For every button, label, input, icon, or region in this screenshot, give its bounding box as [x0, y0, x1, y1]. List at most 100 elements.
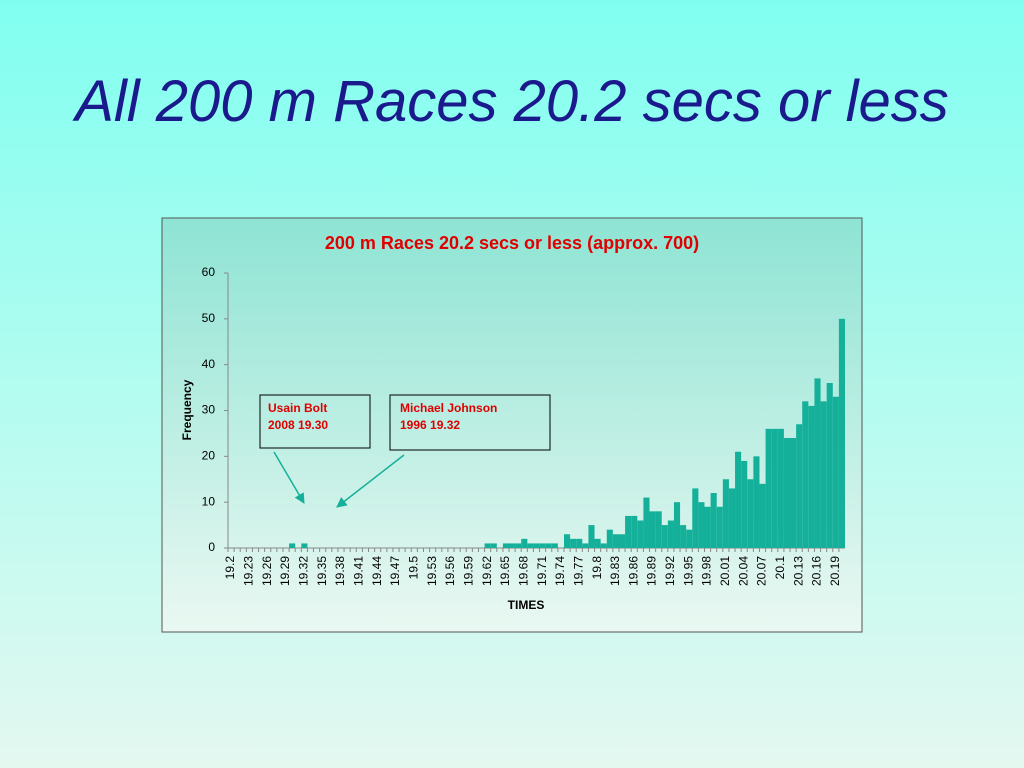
arrow	[273, 451, 305, 504]
bar	[594, 538, 601, 548]
bar	[655, 511, 662, 548]
x-tick-label: 19.38	[333, 556, 347, 586]
annotation: 2008 19.30	[268, 418, 328, 432]
chart-title: 200 m Races 20.2 secs or less (approx. 7…	[325, 233, 699, 253]
x-tick-label: 19.53	[425, 556, 439, 586]
bar	[741, 460, 748, 548]
x-tick-label: 19.86	[626, 556, 640, 586]
bar	[686, 529, 693, 548]
bar	[563, 534, 571, 548]
x-tick-label: 19.35	[315, 556, 329, 586]
bar	[826, 383, 833, 548]
bar	[759, 483, 766, 548]
bar	[515, 543, 522, 548]
arrow	[336, 454, 405, 508]
x-tick-label: 19.95	[681, 556, 695, 586]
annotation: Michael Johnson	[400, 401, 497, 415]
bar	[667, 520, 674, 548]
bar	[509, 543, 516, 548]
bar	[661, 525, 668, 548]
x-tick-label: 19.2	[223, 556, 237, 580]
x-tick-label: 19.92	[663, 556, 677, 586]
x-tick-label: 20.01	[718, 556, 732, 586]
x-tick-label: 19.74	[553, 556, 567, 586]
bar	[728, 488, 736, 548]
x-tick-label: 20.04	[736, 556, 750, 586]
x-tick-label: 19.8	[590, 556, 604, 580]
annotation: Usain Bolt	[268, 401, 327, 415]
bar	[820, 401, 827, 548]
bar	[527, 543, 534, 548]
bar	[692, 488, 699, 548]
x-tick-label: 19.62	[480, 556, 494, 586]
bar	[735, 451, 742, 548]
x-tick-label: 20.19	[828, 556, 842, 586]
bar	[289, 543, 296, 548]
bar	[814, 378, 821, 548]
bar	[521, 538, 528, 548]
y-tick-label: 50	[202, 311, 216, 325]
x-tick-label: 19.59	[461, 556, 475, 586]
bar	[490, 543, 497, 548]
chart-frame	[161, 217, 863, 633]
bar	[783, 438, 791, 548]
bar	[649, 511, 656, 548]
annotation-box	[259, 394, 371, 449]
x-tick-label: 20.07	[755, 556, 769, 586]
bar	[838, 318, 845, 548]
bar	[747, 479, 754, 548]
x-tick-label: 20.13	[791, 556, 805, 586]
y-tick-label: 30	[202, 403, 216, 417]
y-tick-label: 40	[202, 357, 216, 371]
x-tick-label: 19.89	[645, 556, 659, 586]
x-tick-label: 20.16	[810, 556, 824, 586]
y-tick-label: 60	[202, 265, 216, 279]
x-tick-label: 19.65	[498, 556, 512, 586]
bar	[716, 506, 723, 548]
x-tick-label: 19.71	[535, 556, 549, 586]
bar	[625, 515, 632, 548]
bar	[576, 538, 583, 548]
bar	[808, 405, 815, 548]
slide-title: All 200 m Races 20.2 secs or less	[75, 69, 949, 134]
bar	[722, 479, 729, 548]
y-tick-label: 20	[202, 449, 216, 463]
annotation-box	[389, 394, 551, 451]
bar	[765, 428, 772, 548]
bar	[771, 428, 778, 548]
bar	[533, 543, 540, 548]
bar	[301, 543, 308, 548]
x-tick-label: 19.44	[370, 556, 384, 586]
bar	[796, 424, 803, 548]
bar	[777, 428, 784, 548]
bar	[588, 525, 595, 548]
x-tick-label: 19.26	[260, 556, 274, 586]
x-tick-label: 19.56	[443, 556, 457, 586]
bar	[539, 543, 546, 548]
bar	[753, 456, 760, 548]
bar	[612, 534, 619, 548]
bar	[545, 543, 552, 548]
y-tick-label: 0	[208, 540, 215, 554]
x-tick-label: 19.83	[608, 556, 622, 586]
x-tick-label: 19.47	[388, 556, 402, 586]
bar	[502, 543, 510, 548]
bar	[802, 401, 809, 548]
bar	[570, 538, 577, 548]
x-axis-label: TIMES	[508, 598, 545, 612]
bar	[673, 502, 681, 548]
y-tick-label: 10	[202, 494, 216, 508]
x-tick-label: 19.68	[516, 556, 530, 586]
x-tick-label: 19.77	[571, 556, 585, 586]
bar	[582, 543, 589, 548]
bar	[704, 506, 711, 548]
bar	[484, 543, 491, 548]
x-tick-label: 19.98	[700, 556, 714, 586]
bar	[637, 520, 644, 548]
x-tick-label: 19.32	[297, 556, 311, 586]
bar	[698, 502, 705, 548]
y-axis-label: Frequency	[180, 379, 194, 440]
bar	[618, 534, 626, 548]
